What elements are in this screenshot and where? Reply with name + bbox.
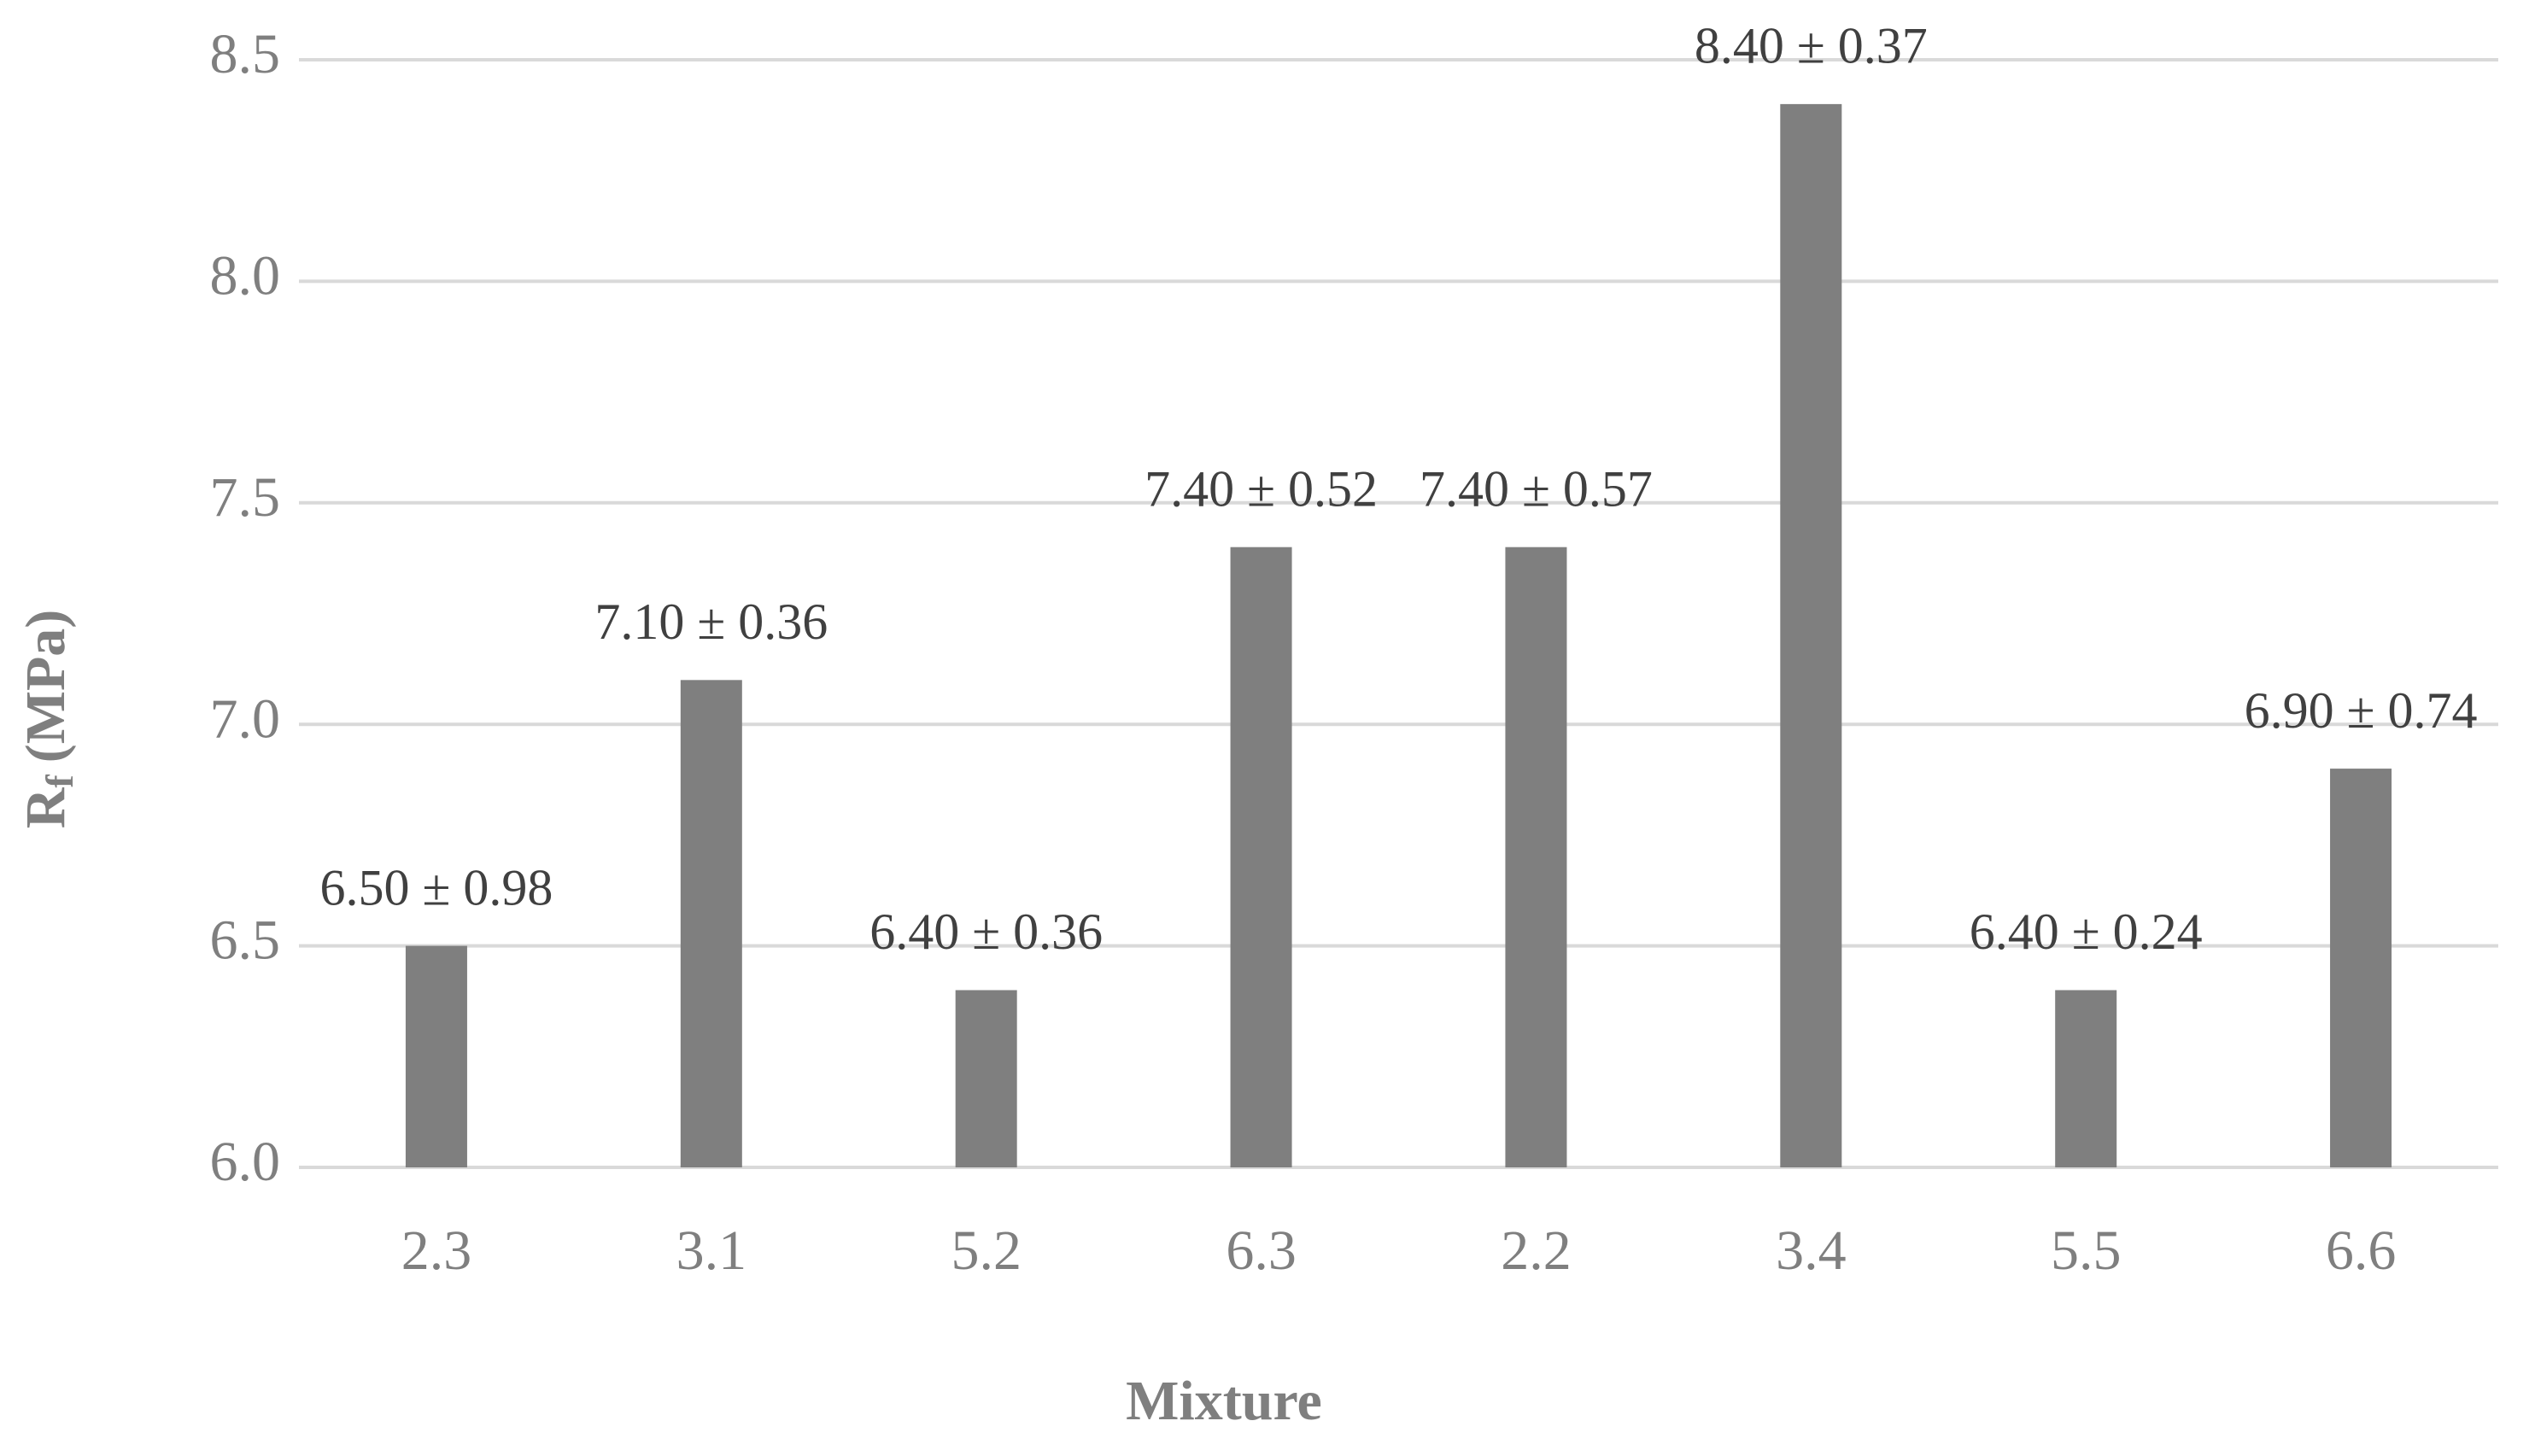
y-axis-title-main: R: [15, 786, 77, 828]
value-label: 6.90 ± 0.74: [2245, 682, 2478, 739]
bar: [405, 945, 467, 1167]
x-tick-label: 5.5: [2051, 1219, 2122, 1282]
value-label: 6.50 ± 0.98: [319, 859, 553, 915]
value-label: 7.10 ± 0.36: [594, 594, 828, 650]
x-tick-label: 2.2: [1501, 1219, 1572, 1282]
bar: [1780, 103, 1842, 1167]
x-tick-label: 3.4: [1776, 1219, 1847, 1282]
x-tick-label: 6.3: [1226, 1219, 1297, 1282]
bar: [1230, 547, 1292, 1167]
value-label: 7.40 ± 0.57: [1420, 460, 1653, 517]
y-tick-label: 8.0: [210, 245, 281, 307]
bar: [1505, 547, 1567, 1167]
x-tick-label: 3.1: [676, 1219, 747, 1282]
value-label: 8.40 ± 0.37: [1695, 18, 1928, 74]
x-tick-label: 6.6: [2326, 1219, 2397, 1282]
y-axis-title: Rf (MPa): [15, 610, 80, 829]
value-label: 6.40 ± 0.36: [869, 903, 1103, 960]
value-label: 6.40 ± 0.24: [1970, 903, 2203, 960]
x-tick-label: 5.2: [951, 1219, 1022, 1282]
value-label: 7.40 ± 0.52: [1145, 460, 1378, 517]
y-tick-label: 7.0: [210, 687, 281, 750]
y-tick-label: 6.5: [210, 909, 281, 972]
bar: [2055, 990, 2117, 1167]
y-axis-title-subscript: f: [38, 775, 81, 788]
bar: [680, 680, 742, 1167]
bar: [955, 990, 1017, 1167]
y-tick-label: 8.5: [210, 23, 281, 85]
y-tick-label: 6.0: [210, 1131, 281, 1193]
y-axis-title-unit: (MPa): [15, 610, 77, 763]
y-tick-label: 7.5: [210, 466, 281, 529]
bar: [2330, 769, 2392, 1167]
x-tick-label: 2.3: [401, 1219, 472, 1282]
x-axis-title: Mixture: [1126, 1370, 1322, 1432]
